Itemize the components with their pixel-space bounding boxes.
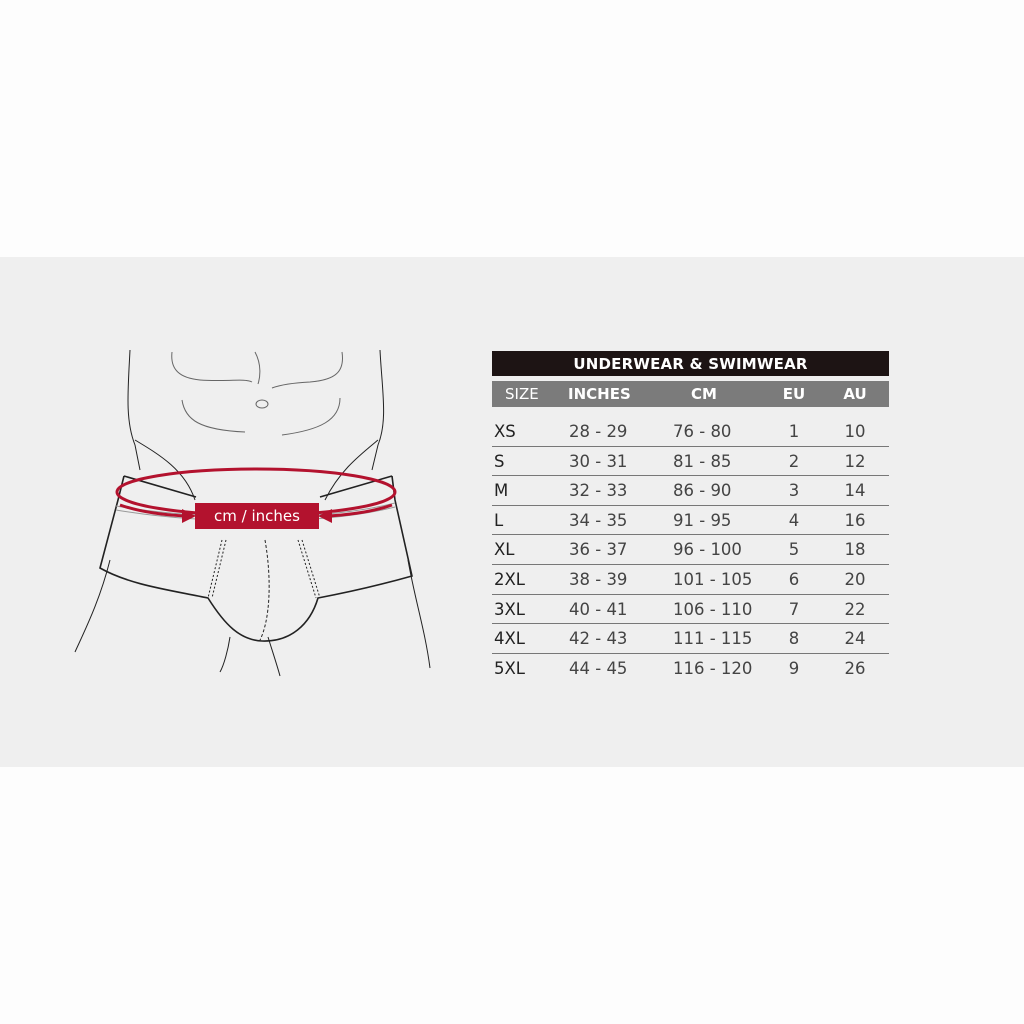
cell-eu: 4 (788, 510, 800, 530)
cell-size: S (494, 451, 505, 471)
arrow-right-icon (182, 509, 196, 523)
table-row: 4XL 42 - 43 111 - 115 8 24 (492, 624, 889, 654)
cell-size: 5XL (494, 658, 525, 678)
cell-eu: 5 (788, 540, 800, 560)
cell-au: 12 (844, 451, 866, 471)
cell-size: L (494, 510, 504, 530)
table-row: XL 36 - 37 96 - 100 5 18 (492, 535, 889, 565)
arrow-icons (182, 509, 332, 523)
table-row: L 34 - 35 91 - 95 4 16 (492, 506, 889, 536)
table-body: XS 28 - 29 76 - 80 1 10 S 30 - 31 81 - 85 2 12 M 32… (492, 417, 889, 683)
header-cm: CM (691, 385, 717, 403)
cell-cm: 76 - 80 (673, 422, 732, 441)
table-header-row: SIZE INCHES CM EU AU (492, 381, 889, 407)
cell-inches: 42 - 43 (569, 629, 628, 649)
cell-cm: 86 - 90 (673, 481, 732, 501)
cell-cm: 111 - 115 (673, 629, 753, 649)
table-row: S 30 - 31 81 - 85 2 12 (492, 447, 889, 477)
cell-au: 10 (844, 422, 866, 441)
cell-size: 4XL (494, 629, 525, 649)
cell-inches: 34 - 35 (569, 510, 628, 530)
measurement-label: cm / inches (195, 503, 319, 529)
briefs-outline (99, 475, 413, 642)
arrow-left-icon (318, 509, 332, 523)
cell-inches: 32 - 33 (569, 481, 628, 501)
cell-au: 14 (844, 481, 866, 501)
cell-cm: 116 - 120 (673, 658, 753, 678)
header-eu: EU (782, 385, 806, 403)
cell-eu: 8 (788, 629, 800, 649)
cell-size: M (494, 481, 509, 501)
cell-au: 18 (844, 540, 866, 560)
cell-cm: 101 - 105 (673, 569, 753, 589)
cell-inches: 44 - 45 (569, 658, 628, 678)
size-table: UNDERWEAR & SWIMWEAR SIZE INCHES CM EU A… (492, 351, 889, 683)
cell-inches: 38 - 39 (569, 569, 628, 589)
cell-cm: 96 - 100 (673, 540, 742, 560)
cell-inches: 30 - 31 (569, 451, 628, 471)
cell-size: XL (494, 540, 515, 560)
cell-inches: 40 - 41 (569, 599, 628, 619)
cell-size: XS (494, 422, 516, 441)
cell-au: 24 (844, 629, 866, 649)
cell-size: 2XL (494, 569, 525, 589)
header-size: SIZE (505, 385, 539, 403)
cell-inches: 36 - 37 (569, 540, 628, 560)
cell-cm: 106 - 110 (673, 599, 753, 619)
table-row: M 32 - 33 86 - 90 3 14 (492, 476, 889, 506)
cell-au: 16 (844, 510, 866, 530)
cell-au: 26 (844, 658, 866, 678)
cell-eu: 7 (788, 599, 800, 619)
cell-au: 22 (844, 599, 866, 619)
header-inches: INCHES (568, 385, 631, 403)
table-row: 5XL 44 - 45 116 - 120 9 26 (492, 654, 889, 684)
cell-inches: 28 - 29 (569, 422, 628, 441)
cell-cm: 81 - 85 (673, 451, 732, 471)
cell-au: 20 (844, 569, 866, 589)
background-band (0, 257, 1024, 767)
table-row: XS 28 - 29 76 - 80 1 10 (492, 417, 889, 447)
cell-eu: 2 (788, 451, 800, 471)
table-title: UNDERWEAR & SWIMWEAR (492, 351, 889, 376)
abdominal-lines (171, 351, 344, 436)
cell-size: 3XL (494, 599, 525, 619)
table-row: 3XL 40 - 41 106 - 110 7 22 (492, 595, 889, 625)
cell-eu: 6 (788, 569, 800, 589)
cell-eu: 9 (788, 658, 800, 678)
table-row: 2XL 38 - 39 101 - 105 6 20 (492, 565, 889, 595)
cell-eu: 3 (788, 481, 800, 501)
cell-eu: 1 (788, 422, 800, 441)
header-au: AU (843, 385, 867, 403)
cell-cm: 91 - 95 (673, 510, 732, 530)
